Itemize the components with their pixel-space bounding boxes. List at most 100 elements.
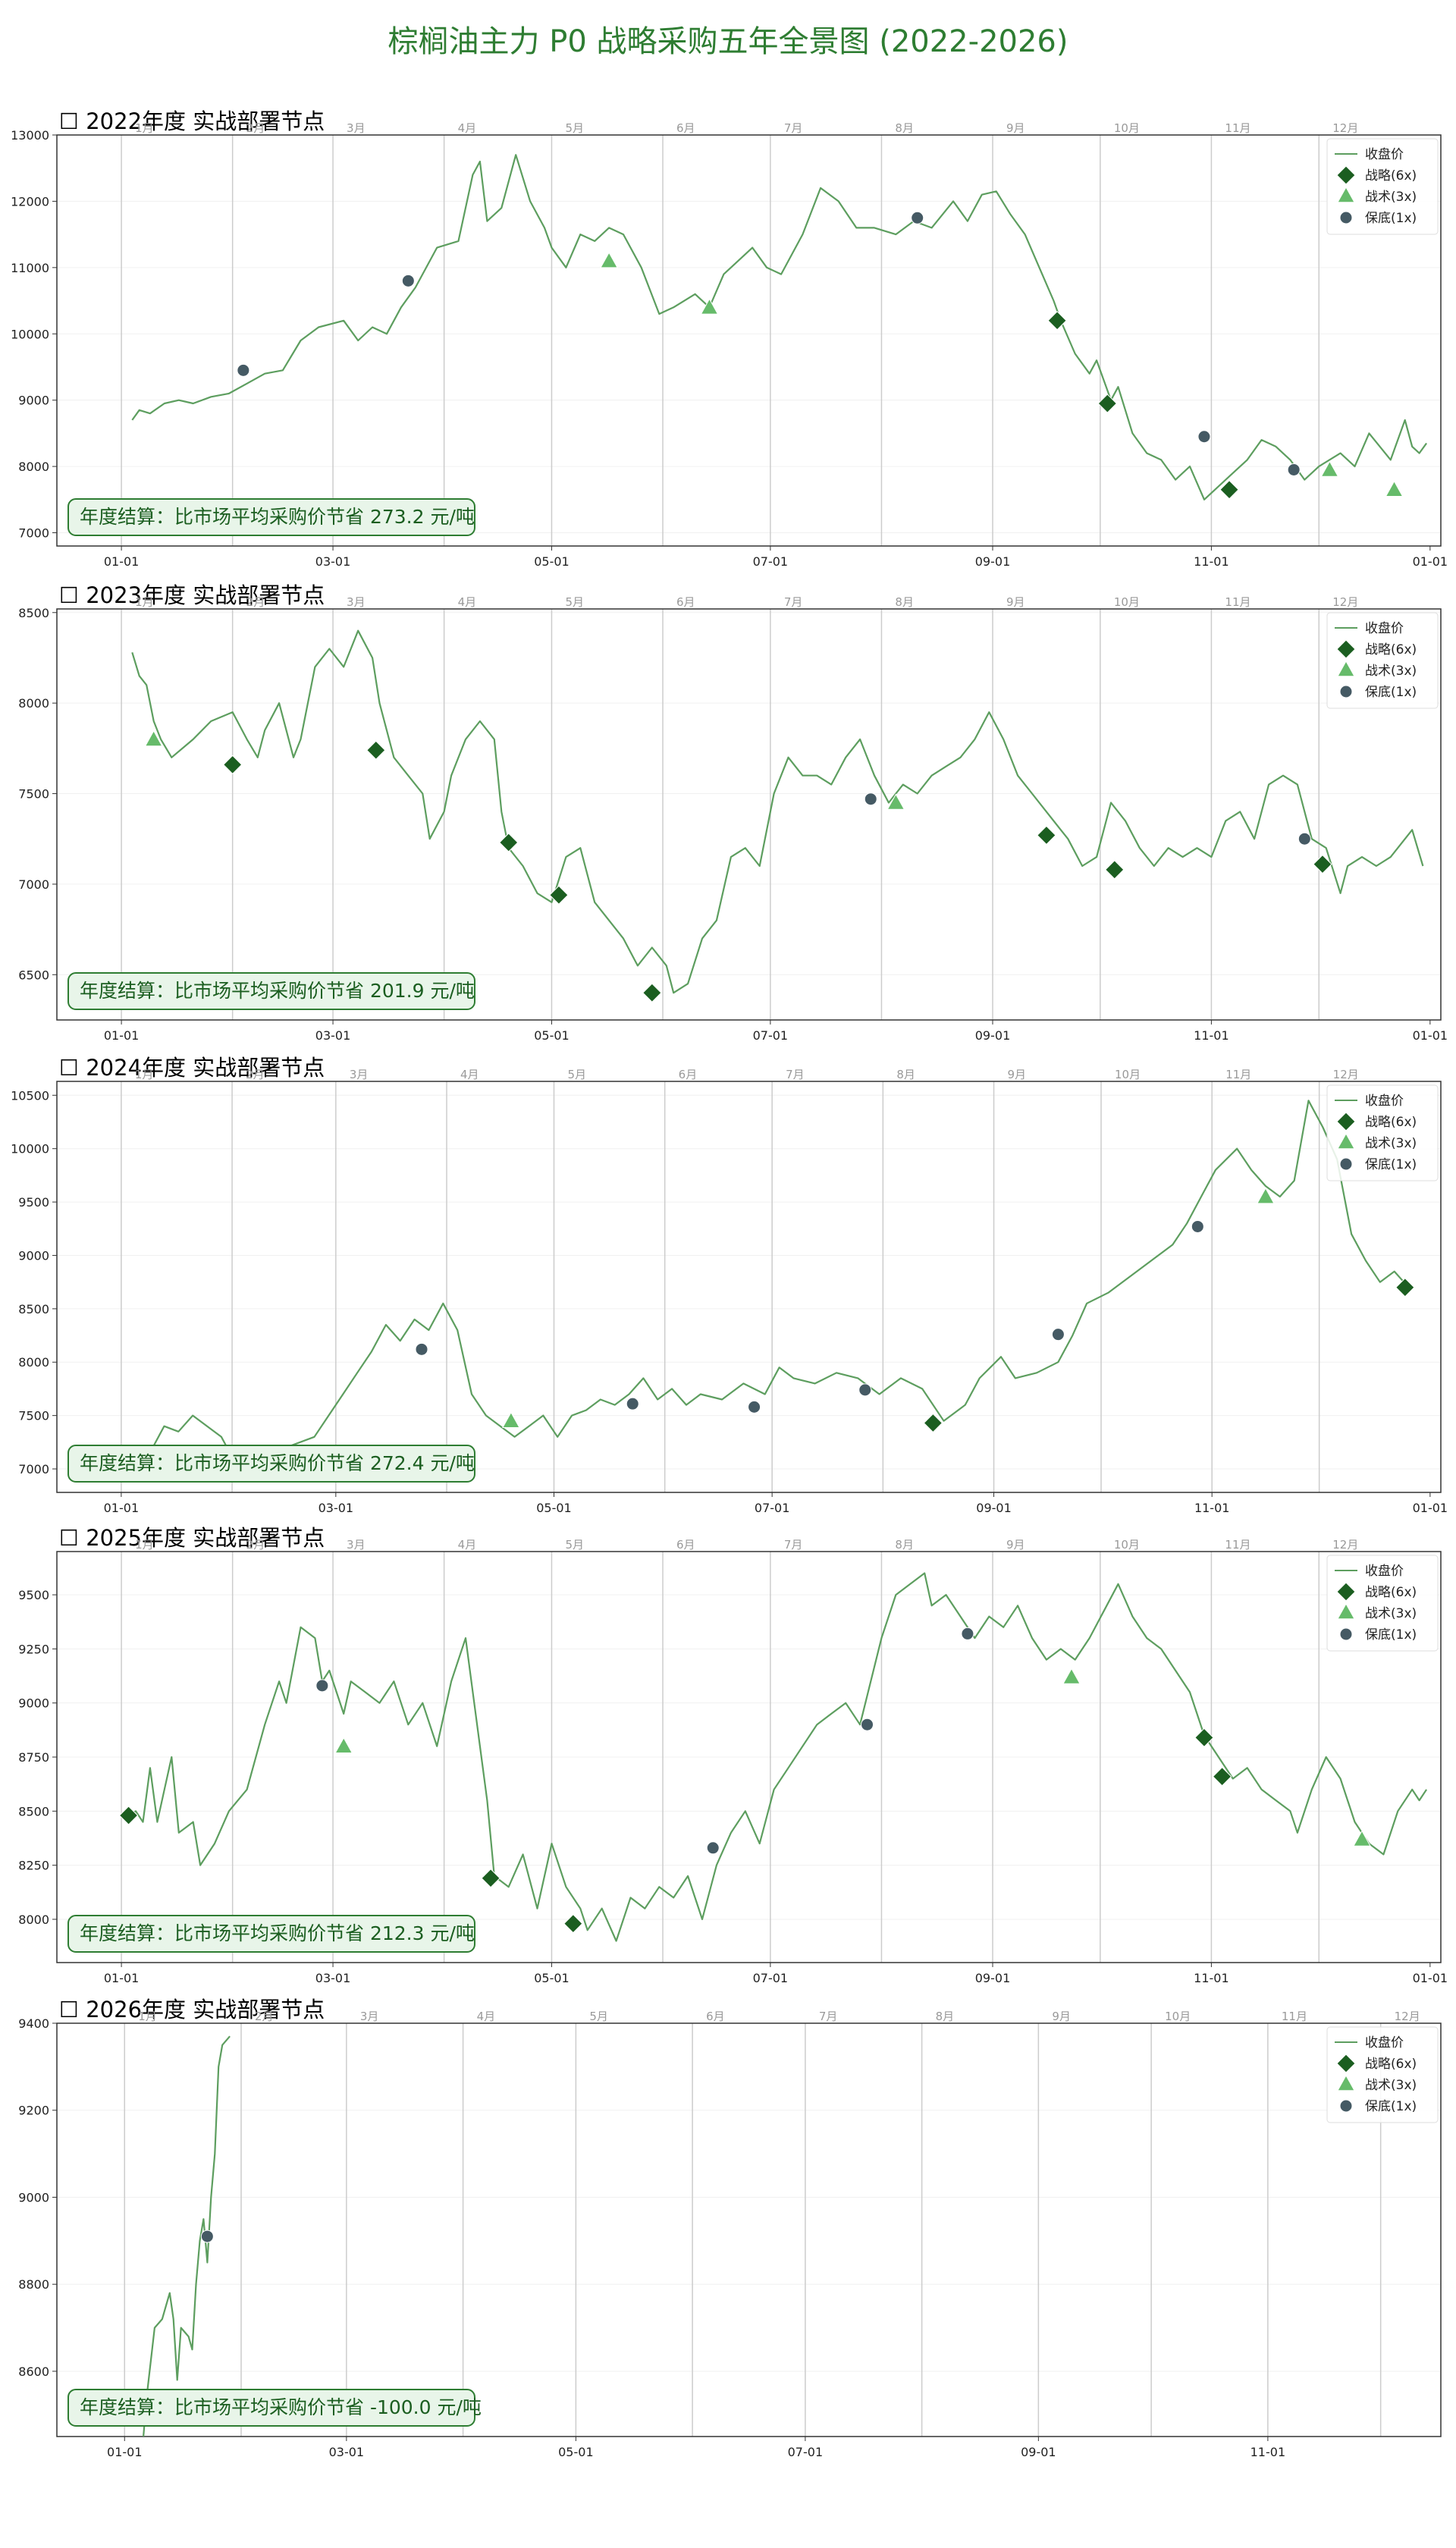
y-tick-label: 8000 — [18, 460, 49, 474]
base-marker — [961, 1627, 974, 1640]
legend-strategic-label: 战略(6x) — [1365, 642, 1417, 657]
month-label: 7月 — [819, 2010, 838, 2023]
base-marker — [748, 1400, 761, 1414]
plot-frame — [56, 134, 1442, 547]
month-label: 3月 — [347, 595, 366, 609]
legend-base-label: 保底(1x) — [1365, 1627, 1417, 1643]
month-label: 5月 — [565, 121, 584, 135]
month-label: 4月 — [477, 2010, 496, 2023]
x-tick-label: 01-01 — [104, 1971, 140, 1985]
month-label: 3月 — [347, 121, 366, 135]
tactical-marker — [1353, 1830, 1371, 1847]
tactical-marker — [334, 1737, 353, 1754]
legend-tactical-swatch — [1337, 2074, 1355, 2091]
tactical-marker — [1385, 480, 1404, 497]
y-tick-label: 8000 — [18, 1913, 49, 1927]
legend-close-label: 收盘价 — [1365, 621, 1404, 636]
base-marker — [315, 1679, 329, 1693]
strategic-marker — [642, 983, 662, 1003]
legend-tactical-swatch — [1337, 186, 1355, 203]
y-tick-label: 9000 — [18, 1696, 49, 1711]
legend-tactical-label: 战术(3x) — [1365, 1606, 1417, 1621]
y-tick-label: 9400 — [18, 2016, 49, 2031]
month-label: 11月 — [1225, 121, 1250, 135]
month-label: 7月 — [784, 121, 803, 135]
legend-close-label: 收盘价 — [1365, 1564, 1404, 1579]
y-tick-label: 8000 — [18, 1355, 49, 1370]
x-tick-label: 01-01 — [1413, 1501, 1448, 1515]
panel-title: ☐ 2025年度 实战部署节点 — [59, 1525, 325, 1551]
month-label: 11月 — [1225, 595, 1250, 609]
y-tick-label: 8500 — [18, 1804, 49, 1818]
tactical-marker — [886, 793, 905, 810]
base-marker — [1287, 463, 1301, 476]
summary-text: 年度结算：比市场平均采购价节省 201.9 元/吨 — [80, 980, 475, 1002]
strategic-marker — [118, 1806, 139, 1825]
month-label: 6月 — [676, 1538, 695, 1552]
legend-base-swatch — [1339, 1157, 1353, 1171]
legend-close-label: 收盘价 — [1365, 147, 1404, 162]
x-tick-label: 07-01 — [753, 1971, 789, 1985]
legend-strategic-label: 战略(6x) — [1365, 1115, 1417, 1130]
x-tick-label: 05-01 — [534, 1971, 570, 1985]
month-label: 6月 — [676, 595, 695, 609]
x-tick-label: 05-01 — [536, 1501, 572, 1515]
x-tick-label: 09-01 — [975, 554, 1011, 569]
summary-box — [67, 1445, 475, 1483]
x-tick-label: 07-01 — [788, 2445, 824, 2459]
close-price-line — [149, 1100, 1410, 1465]
tactical-marker — [1257, 1188, 1275, 1204]
legend-base-swatch — [1339, 1627, 1353, 1641]
y-tick-label: 8500 — [18, 606, 49, 620]
legend-strategic-swatch — [1336, 2054, 1356, 2073]
x-tick-label: 11-01 — [1194, 1971, 1229, 1985]
month-label: 10月 — [1115, 1068, 1141, 1081]
legend-box — [1326, 138, 1439, 235]
month-label: 8月 — [936, 2010, 955, 2023]
month-label: 1月 — [135, 595, 154, 609]
legend-base-label: 保底(1x) — [1365, 1157, 1417, 1172]
legend-tactical-label: 战术(3x) — [1365, 2078, 1417, 2093]
strategic-marker — [923, 1413, 943, 1433]
summary-text: 年度结算：比市场平均采购价节省 -100.0 元/吨 — [80, 2396, 482, 2418]
month-label: 8月 — [896, 1068, 915, 1081]
plot-frame — [56, 608, 1442, 1021]
tactical-marker — [1320, 460, 1339, 477]
tactical-marker — [144, 730, 163, 747]
strategic-marker — [1037, 825, 1056, 846]
legend-base-swatch — [1339, 211, 1353, 224]
panel-2026: ☐ 2026年度 实战部署节点 8600 8800 9000 9200 9400 1月 2月 3… — [18, 1997, 1442, 2459]
month-label: 4月 — [458, 595, 477, 609]
month-label: 12月 — [1333, 1068, 1359, 1081]
strategic-marker — [1097, 394, 1118, 413]
base-marker — [706, 1841, 720, 1855]
month-label: 10月 — [1114, 595, 1140, 609]
y-tick-label: 9500 — [18, 1588, 49, 1602]
strategic-marker — [1105, 860, 1125, 880]
legend-strategic-swatch — [1336, 165, 1356, 185]
y-tick-label: 9000 — [18, 1248, 49, 1263]
month-label: 9月 — [1006, 595, 1025, 609]
month-label: 12月 — [1332, 121, 1358, 135]
month-label: 5月 — [567, 1068, 586, 1081]
x-tick-label: 07-01 — [753, 1028, 789, 1043]
x-tick-label: 09-01 — [976, 1501, 1012, 1515]
y-tick-label: 9000 — [18, 2190, 49, 2204]
month-label: 1月 — [138, 2010, 157, 2023]
x-tick-label: 01-01 — [1413, 554, 1448, 569]
x-tick-label: 11-01 — [1194, 554, 1229, 569]
x-tick-label: 09-01 — [1021, 2445, 1056, 2459]
month-label: 9月 — [1008, 1068, 1027, 1081]
tactical-marker — [1062, 1668, 1081, 1684]
y-tick-label: 10500 — [11, 1088, 49, 1103]
panel-2022: ☐ 2022年度 实战部署节点 7000 8000 9000 10000 11000 120… — [11, 108, 1448, 569]
month-label: 3月 — [350, 1068, 369, 1081]
y-tick-label: 8600 — [18, 2364, 49, 2379]
close-price-line — [128, 1572, 1428, 1942]
month-label: 10月 — [1165, 2010, 1191, 2023]
plot-frame — [56, 1081, 1442, 1493]
legend-box — [1326, 1084, 1439, 1181]
month-label: 2月 — [246, 121, 265, 135]
